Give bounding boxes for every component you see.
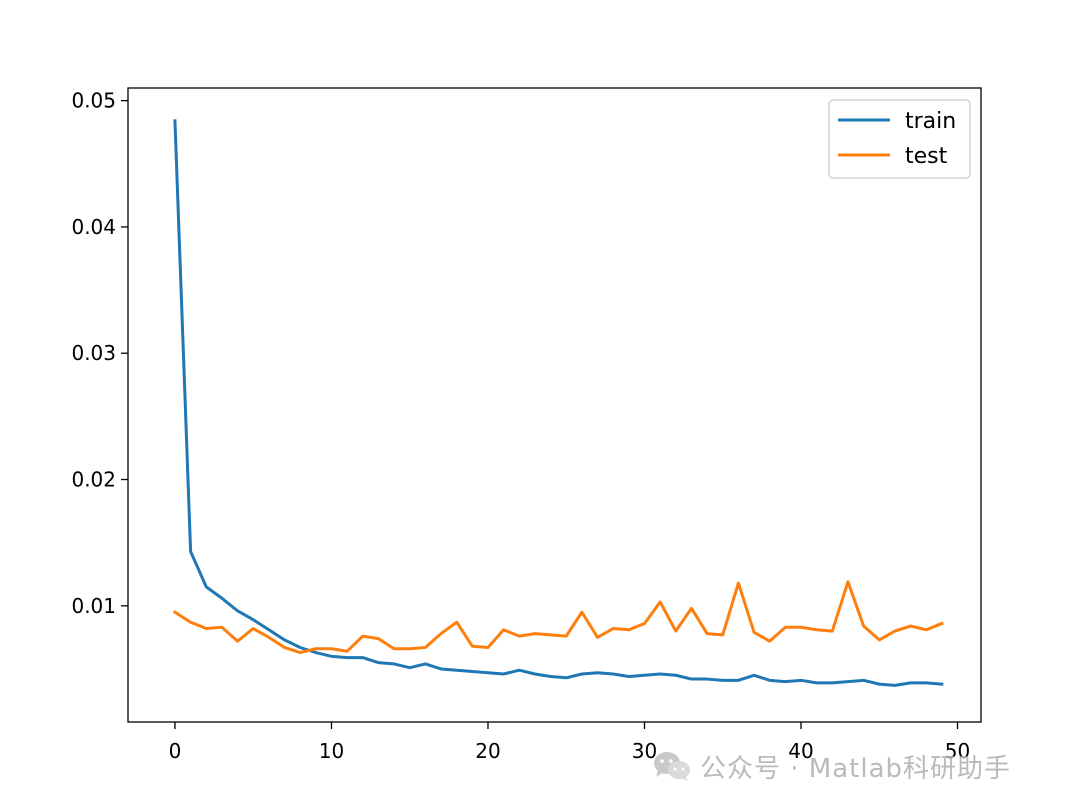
x-axis: 0 10 20 30 40 50 bbox=[169, 722, 970, 763]
legend-label-test: test bbox=[905, 144, 948, 169]
x-tick-label: 50 bbox=[945, 739, 970, 763]
watermark: 公众号 · Matlab科研助手 bbox=[652, 746, 1011, 786]
y-tick-label: 0.05 bbox=[71, 89, 116, 113]
y-tick-label: 0.03 bbox=[71, 341, 116, 365]
series-line-train bbox=[173, 119, 944, 687]
x-tick-label: 0 bbox=[169, 739, 182, 763]
x-tick-label: 30 bbox=[632, 739, 657, 763]
y-tick-label: 0.04 bbox=[71, 215, 116, 239]
wechat-icon bbox=[654, 752, 690, 781]
x-tick-label: 40 bbox=[788, 739, 813, 763]
y-tick-label: 0.01 bbox=[71, 594, 116, 618]
series-line-test bbox=[172, 580, 944, 655]
series-layer bbox=[172, 119, 944, 687]
x-tick-label: 20 bbox=[475, 739, 500, 763]
y-axis: 0.01 0.02 0.03 0.04 0.05 bbox=[71, 89, 128, 618]
legend: train test bbox=[828, 99, 971, 179]
plot-area bbox=[128, 88, 981, 722]
plot-frame bbox=[127, 87, 982, 723]
legend-label-train: train bbox=[905, 109, 956, 134]
x-tick-label: 10 bbox=[319, 739, 344, 763]
y-tick-label: 0.02 bbox=[71, 468, 116, 492]
watermark-text: 公众号 · Matlab科研助手 bbox=[700, 753, 1012, 784]
